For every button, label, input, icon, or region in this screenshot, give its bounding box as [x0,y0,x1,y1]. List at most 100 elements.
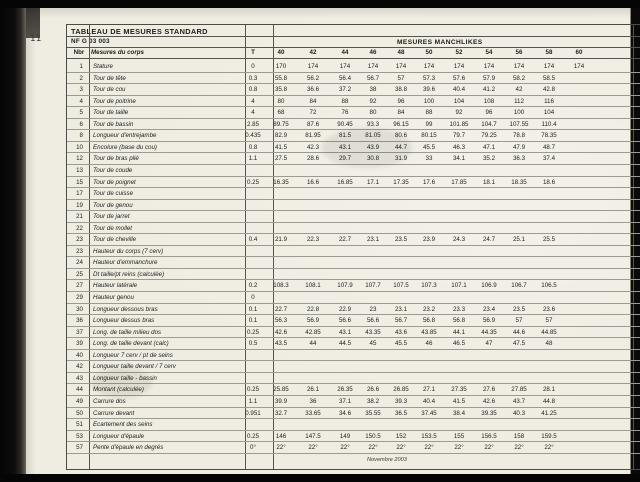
row-number: 5 [79,109,83,117]
table-cell: 22.9 [338,305,352,313]
scan-edge-left [0,0,26,482]
table-cell: 27.35 [451,386,467,394]
scan-edge-corner [26,0,40,38]
table-cell: 44.85 [541,328,557,336]
table-cell: 42.85 [305,328,321,336]
table-cell: 27.85 [511,386,527,394]
table-cell: 43.9 [366,143,380,151]
table-cell: 55.8 [274,74,288,82]
row-number: 24 [76,259,83,267]
table-cell: 1.1 [248,397,258,405]
table-cell: 42 [515,86,523,94]
table-cell: 84 [309,97,317,105]
table-cell: 106.9 [481,282,497,290]
table-cell: 38.4 [452,409,466,417]
table-cell: 22.7 [338,236,352,244]
row-divider [67,406,640,408]
footer-note: Novembre 2003 [367,457,407,463]
table-cell: 104 [543,109,555,117]
table-cell: 36 [309,397,317,405]
table-cell: 22° [484,444,494,452]
row-number: 29 [76,294,83,301]
table-cell: 78.8 [512,132,526,140]
size-column-header: 56 [515,49,523,56]
row-divider [67,256,640,258]
table-cell: 45.5 [422,143,436,151]
row-divider [67,221,640,223]
row-number: 3 [79,86,83,94]
table-cell: 96 [485,109,493,117]
scan-edge-bottom [0,474,640,482]
row-divider [67,371,640,373]
table-cell: 24.3 [452,236,466,244]
table-cell: 32.7 [274,409,288,417]
table-cell: 44.8 [542,397,556,405]
size-column-header: 48 [397,49,405,56]
table-cell: 110.4 [541,120,557,128]
pencil-scribble: 11 [30,34,42,44]
table-cell: 44.6 [512,328,526,336]
row-number: 10 [76,143,83,151]
table-cell: 17.6 [422,178,436,186]
table-cell: 0.3 [248,74,258,82]
row-label: Long. de taille milieu dos [93,328,162,336]
row-number: 50 [76,409,83,417]
table-cell: 37.4 [542,155,556,163]
table-cell: 107.3 [421,282,437,290]
row-divider [67,452,640,454]
table-cell: 18.1 [482,178,496,186]
table-cell: 39.9 [274,397,288,405]
table-cell: 45.5 [394,340,408,348]
table-cell: 41.5 [274,143,288,151]
table-cell: 43.5 [274,340,288,348]
table-cell: 42.3 [306,143,320,151]
row-number: 13 [76,166,83,174]
table-cell: 108.3 [273,282,289,290]
row-divider [67,279,640,281]
row-number: 19 [76,201,83,209]
row-number: 4 [79,97,83,105]
table-cell: 0.5 [248,340,258,348]
table-cell: 104.7 [481,120,497,128]
right-margin-note: Ali [636,87,640,94]
row-divider [67,163,640,165]
table-cell: 22.7 [274,305,288,313]
table-cell: 56.3 [274,317,288,325]
row-label: Longueur taille devant / 7 cerv [93,363,176,371]
table-cell: 46.5 [452,340,466,348]
row-label: Ecartement des seins [93,421,153,429]
table-cell: 37.2 [338,86,352,94]
table-cell: 0.2 [248,282,258,290]
table-cell: 26.1 [306,386,320,394]
row-divider [67,94,640,96]
table-cell: 0.1 [248,317,258,325]
row-number: 12 [76,155,83,163]
row-label: Hauteur du corps (7 cerv) [93,247,164,255]
table-cell: 56.8 [452,317,466,325]
row-label: Longueur taille - bassin [93,374,157,382]
row-label: Longueur d'entrejambe [93,132,157,140]
table-cell: 40.4 [422,397,436,405]
row-divider [67,441,640,443]
table-cell: 27.1 [422,386,436,394]
row-label: Tour de bassin [93,120,134,128]
row-label: Tour de jarret [93,213,130,221]
table-standard-code: NF G 03 003 [71,38,110,45]
table-cell: 23.5 [512,305,526,313]
row-divider [67,233,640,235]
table-cell: 80.15 [421,132,437,140]
row-number: 17 [76,190,83,198]
table-cell: 174 [423,63,435,70]
row-divider [67,187,640,189]
table-cell: 43.1 [338,143,352,151]
table-cell: 4 [251,109,255,117]
table-cell: 28.1 [542,386,556,394]
table-cell: 56.9 [306,317,320,325]
table-cell: 0.4 [248,236,258,244]
row-divider [67,314,640,316]
row-number: 27 [76,282,83,290]
table-cell: 100 [513,109,525,117]
row-divider [67,383,640,385]
table-cell: 47.5 [512,340,526,348]
table-cell: 100 [423,97,435,105]
